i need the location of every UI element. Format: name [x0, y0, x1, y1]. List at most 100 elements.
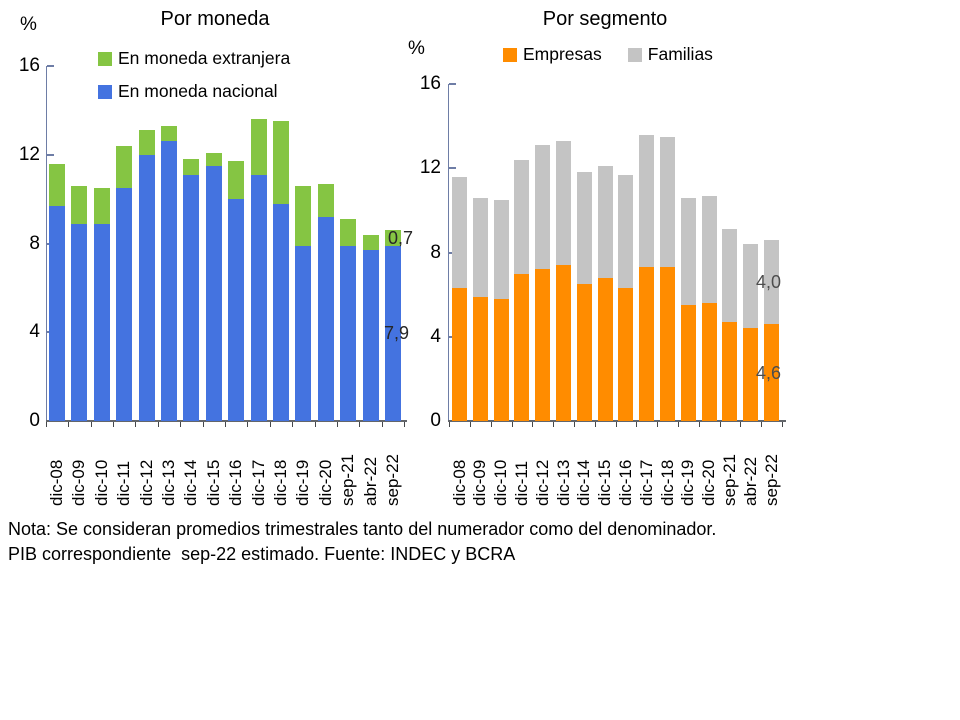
x-category-label: dic-08 — [47, 459, 66, 506]
bar-segment-empresas — [514, 273, 530, 421]
bar-segment-familias — [597, 166, 613, 278]
x-tick — [698, 422, 700, 427]
bar-segment-en-moneda-nacional — [49, 205, 65, 421]
bar-segment-en-moneda-extranjera — [183, 159, 200, 175]
bar-segment-en-moneda-extranjera — [205, 152, 222, 166]
y-axis-line — [46, 66, 47, 421]
y-tick-label: 16 — [18, 55, 40, 76]
legend-item-en-moneda-nacional: En moneda nacional — [98, 81, 278, 102]
value-label: 7,9 — [384, 323, 410, 344]
x-axis-line — [448, 420, 786, 422]
bar-segment-en-moneda-nacional — [228, 199, 245, 421]
bar-segment-en-moneda-nacional — [340, 245, 357, 421]
x-tick — [269, 422, 271, 427]
x-category-label: sep-22 — [761, 454, 781, 506]
bar-segment-familias — [680, 197, 696, 306]
bar-segment-en-moneda-nacional — [71, 223, 88, 421]
x-category-label: dic-19 — [293, 459, 313, 506]
x-category-label: dic-14 — [181, 459, 201, 506]
x-category-label: dic-10 — [91, 459, 111, 506]
bar-segment-familias — [472, 197, 488, 297]
bar-segment-empresas — [722, 322, 738, 421]
x-category-label: dic-19 — [678, 459, 698, 506]
bar-segment-en-moneda-extranjera — [138, 130, 155, 155]
y-tick-label: 8 — [430, 241, 441, 263]
bar-segment-familias — [576, 172, 592, 285]
x-axis-line — [46, 420, 407, 422]
x-tick — [404, 422, 406, 427]
x-tick — [225, 422, 226, 427]
bar-segment-en-moneda-extranjera — [385, 230, 401, 246]
bar-segment-en-moneda-nacional — [317, 216, 334, 421]
bar-segment-en-moneda-nacional — [183, 174, 200, 421]
bar-segment-en-moneda-extranjera — [116, 145, 133, 189]
y-tick-label: 12 — [419, 157, 441, 179]
x-tick — [511, 422, 513, 427]
bar-segment-empresas — [597, 277, 613, 421]
y-tick-label: 4 — [29, 321, 40, 343]
x-tick — [553, 422, 555, 427]
legend-item-en-moneda-extranjera: En moneda extranjera — [98, 48, 290, 69]
bar-segment-en-moneda-nacional — [250, 174, 267, 421]
bar-segment-en-moneda-extranjera — [340, 219, 357, 246]
x-category-label: sep-22 — [383, 454, 402, 506]
x-category-label: dic-15 — [203, 459, 223, 506]
x-category-label: dic-14 — [574, 459, 594, 506]
x-category-label: dic-16 — [615, 459, 635, 506]
bar-segment-en-moneda-extranjera — [250, 119, 267, 175]
bar-segment-empresas — [639, 267, 655, 421]
bar-segment-empresas — [472, 296, 488, 421]
x-tick — [314, 422, 316, 427]
x-tick — [359, 422, 361, 427]
bar-segment-empresas — [452, 288, 467, 421]
bar-segment-familias — [493, 199, 509, 299]
x-category-label: abr-22 — [360, 456, 380, 506]
bar-segment-empresas — [680, 305, 696, 421]
x-category-label: dic-18 — [657, 459, 677, 506]
bar-segment-empresas — [764, 324, 779, 421]
x-category-label: sep-21 — [338, 454, 358, 506]
y-tick-label: 0 — [430, 410, 441, 431]
bar-segment-en-moneda-nacional — [295, 245, 312, 421]
x-tick — [469, 422, 471, 427]
bar-segment-en-moneda-nacional — [161, 141, 177, 421]
chart-title-por-moneda: Por moneda — [160, 8, 270, 30]
bar-segment-empresas — [535, 269, 551, 421]
x-tick — [68, 422, 70, 427]
bar-segment-familias — [618, 174, 634, 289]
y-tick — [449, 167, 456, 170]
x-category-label: sep-21 — [719, 454, 739, 506]
bar-segment-en-moneda-extranjera — [71, 185, 88, 224]
legend-label: Familias — [647, 44, 713, 64]
y-tick-label: 0 — [29, 410, 40, 431]
bar-segment-en-moneda-extranjera — [317, 183, 334, 217]
x-tick — [740, 422, 742, 427]
x-tick — [90, 422, 92, 427]
bar-segment-en-moneda-extranjera — [93, 188, 110, 224]
x-category-label: dic-11 — [114, 460, 134, 506]
x-tick — [449, 422, 451, 427]
x-tick — [532, 422, 534, 427]
bar-segment-familias — [556, 140, 571, 266]
y-tick-label: 16 — [419, 73, 441, 94]
x-tick — [657, 422, 659, 427]
value-label: 4,0 — [756, 271, 782, 292]
x-tick — [135, 422, 137, 427]
x-category-label: dic-20 — [699, 459, 719, 506]
y-tick — [449, 83, 456, 85]
legend-label: En moneda extranjera — [118, 48, 291, 68]
x-tick — [490, 422, 492, 427]
x-tick — [157, 422, 159, 427]
value-label: 4,6 — [756, 362, 782, 383]
x-category-label: abr-22 — [740, 456, 760, 506]
bar-segment-en-moneda-extranjera — [49, 163, 65, 206]
bar-segment-empresas — [701, 303, 717, 421]
bar-segment-familias — [722, 229, 738, 322]
x-category-label: dic-09 — [69, 459, 89, 506]
y-axis-line — [448, 84, 449, 421]
x-category-label: dic-09 — [470, 459, 490, 506]
x-tick — [636, 422, 638, 427]
bar-segment-en-moneda-nacional — [205, 165, 222, 421]
legend-swatch-icon — [98, 51, 112, 66]
